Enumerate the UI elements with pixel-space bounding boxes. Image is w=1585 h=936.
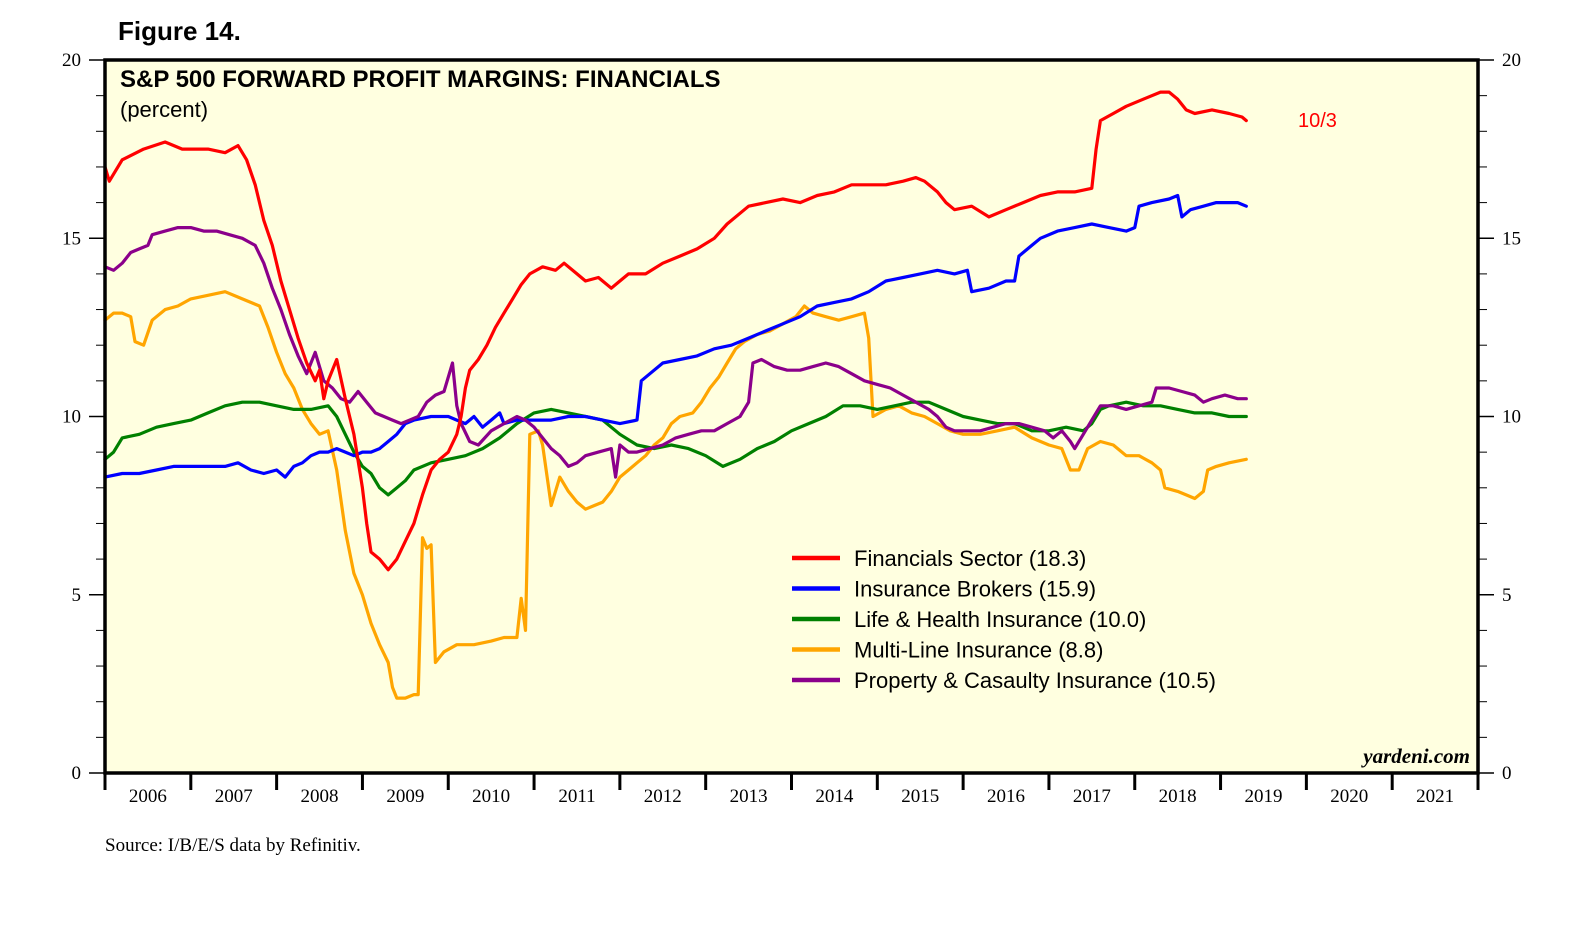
y-tick-label-left: 15 xyxy=(62,228,81,249)
chart-title: S&P 500 FORWARD PROFIT MARGINS: FINANCIA… xyxy=(120,66,721,93)
y-tick-label-left: 10 xyxy=(62,407,81,428)
figure-label: Figure 14. xyxy=(118,16,241,46)
series-line-multiline xyxy=(103,290,1248,700)
plot-area xyxy=(105,60,1478,773)
x-tick-label: 2019 xyxy=(1244,786,1282,807)
legend-label-life: Life & Health Insurance (10.0) xyxy=(854,607,1146,632)
x-axis: 2006 2007 2008 2009 2010 2011 2012 2013 2014 2015… xyxy=(103,773,1480,807)
series-line-life xyxy=(103,400,1248,497)
legend-label-multiline: Multi-Line Insurance (8.8) xyxy=(854,638,1103,663)
y-tick-label-left: 0 xyxy=(72,763,82,784)
y-tick-label-right: 5 xyxy=(1502,585,1512,606)
x-tick-label: 2012 xyxy=(644,786,682,807)
x-tick-label: 2021 xyxy=(1416,786,1454,807)
x-tick-label: 2015 xyxy=(901,786,939,807)
chart-subtitle: (percent) xyxy=(120,97,208,122)
y-tick-label-right: 20 xyxy=(1502,50,1521,71)
x-tick-label: 2014 xyxy=(815,786,854,807)
date-annotation: 10/3 xyxy=(1298,110,1337,132)
x-tick-label: 2011 xyxy=(558,786,595,807)
y-tick-label-right: 0 xyxy=(1502,763,1512,784)
series-layer xyxy=(103,90,1248,700)
watermark: yardeni.com xyxy=(1360,744,1470,768)
x-tick-label: 2018 xyxy=(1159,786,1197,807)
x-tick-label: 2010 xyxy=(472,786,510,807)
y-tick-label-left: 5 xyxy=(72,585,82,606)
y-axis-right: 0 5 10 15 20 xyxy=(1478,50,1521,784)
source-note: Source: I/B/E/S data by Refinitiv. xyxy=(105,835,361,856)
x-tick-label: 2013 xyxy=(730,786,768,807)
y-tick-label-left: 20 xyxy=(62,50,81,71)
plot-frame xyxy=(103,58,1480,775)
y-tick-label-right: 10 xyxy=(1502,407,1521,428)
series-line-financials xyxy=(103,90,1248,572)
x-tick-label: 2008 xyxy=(301,786,339,807)
series-line-property xyxy=(103,226,1248,479)
legend: Financials Sector (18.3) Insurance Broker… xyxy=(792,546,1216,693)
x-tick-label: 2017 xyxy=(1073,786,1111,807)
x-tick-label: 2016 xyxy=(987,786,1025,807)
x-tick-label: 2007 xyxy=(215,786,253,807)
y-tick-label-right: 15 xyxy=(1502,228,1521,249)
legend-label-financials: Financials Sector (18.3) xyxy=(854,546,1086,571)
legend-label-brokers: Insurance Brokers (15.9) xyxy=(854,577,1096,602)
y-axis-left: 0 5 10 15 20 xyxy=(62,50,105,784)
x-tick-label: 2006 xyxy=(129,786,167,807)
legend-label-property: Property & Casaulty Insurance (10.5) xyxy=(854,668,1216,693)
x-tick-label: 2020 xyxy=(1330,786,1368,807)
x-tick-label: 2009 xyxy=(386,786,424,807)
series-line-brokers xyxy=(103,193,1248,479)
